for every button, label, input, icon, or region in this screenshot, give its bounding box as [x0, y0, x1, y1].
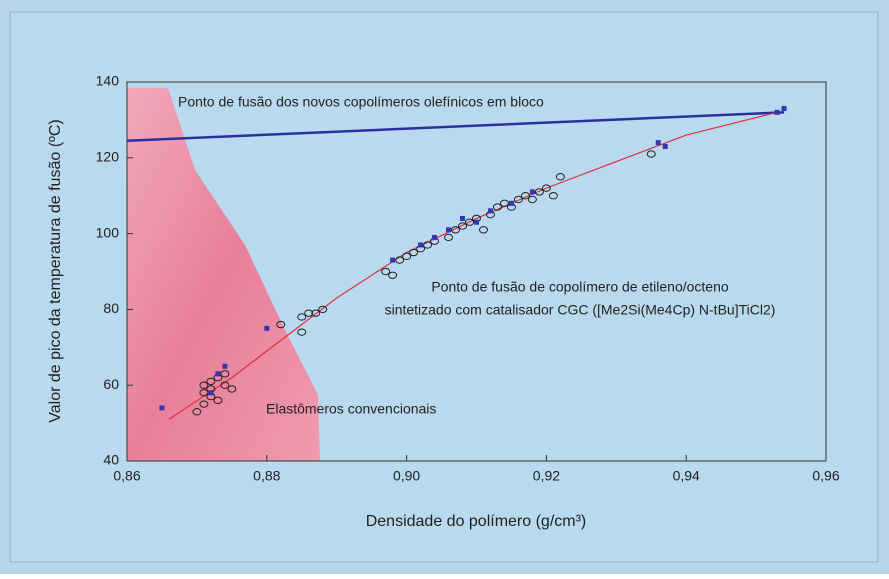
point — [663, 144, 668, 149]
point — [159, 405, 164, 410]
y-axis-label: Valor de pico da temperatura de fusão (º… — [47, 119, 64, 422]
x-tick-label: 0,86 — [113, 468, 140, 484]
point — [474, 220, 479, 225]
x-axis-label: Densidade do polímero (g/cm³) — [366, 513, 587, 530]
point — [264, 326, 269, 331]
point — [460, 216, 465, 221]
point — [215, 371, 220, 376]
y-tick-label: 40 — [103, 452, 119, 468]
chart: Ponto de fusão dos novos copolímeros ole… — [0, 0, 889, 574]
point — [656, 140, 661, 145]
point — [530, 189, 535, 194]
point — [509, 201, 514, 206]
point — [208, 390, 213, 395]
y-tick-label: 120 — [96, 149, 120, 165]
x-tick-label: 0,88 — [253, 468, 280, 484]
y-tick-label: 60 — [103, 376, 119, 392]
point — [446, 227, 451, 232]
x-tick-label: 0,94 — [673, 468, 700, 484]
point — [390, 258, 395, 263]
y-tick-label: 140 — [96, 73, 120, 89]
x-tick-label: 0,96 — [812, 468, 839, 484]
annotation: sintetizado com catalisador CGC ([Me2Si(… — [385, 302, 776, 318]
y-tick-label: 80 — [103, 300, 119, 316]
x-tick-label: 0,92 — [533, 468, 560, 484]
point — [222, 364, 227, 369]
annotation: Elastômeros convencionais — [266, 401, 436, 417]
point — [775, 110, 780, 115]
point — [432, 235, 437, 240]
point — [418, 242, 423, 247]
point — [782, 106, 787, 111]
point — [488, 208, 493, 213]
y-tick-label: 100 — [96, 224, 120, 240]
annotation: Ponto de fusão de copolímero de etileno/… — [431, 279, 729, 295]
annotation: Ponto de fusão dos novos copolímeros ole… — [178, 94, 544, 110]
x-tick-label: 0,90 — [393, 468, 420, 484]
